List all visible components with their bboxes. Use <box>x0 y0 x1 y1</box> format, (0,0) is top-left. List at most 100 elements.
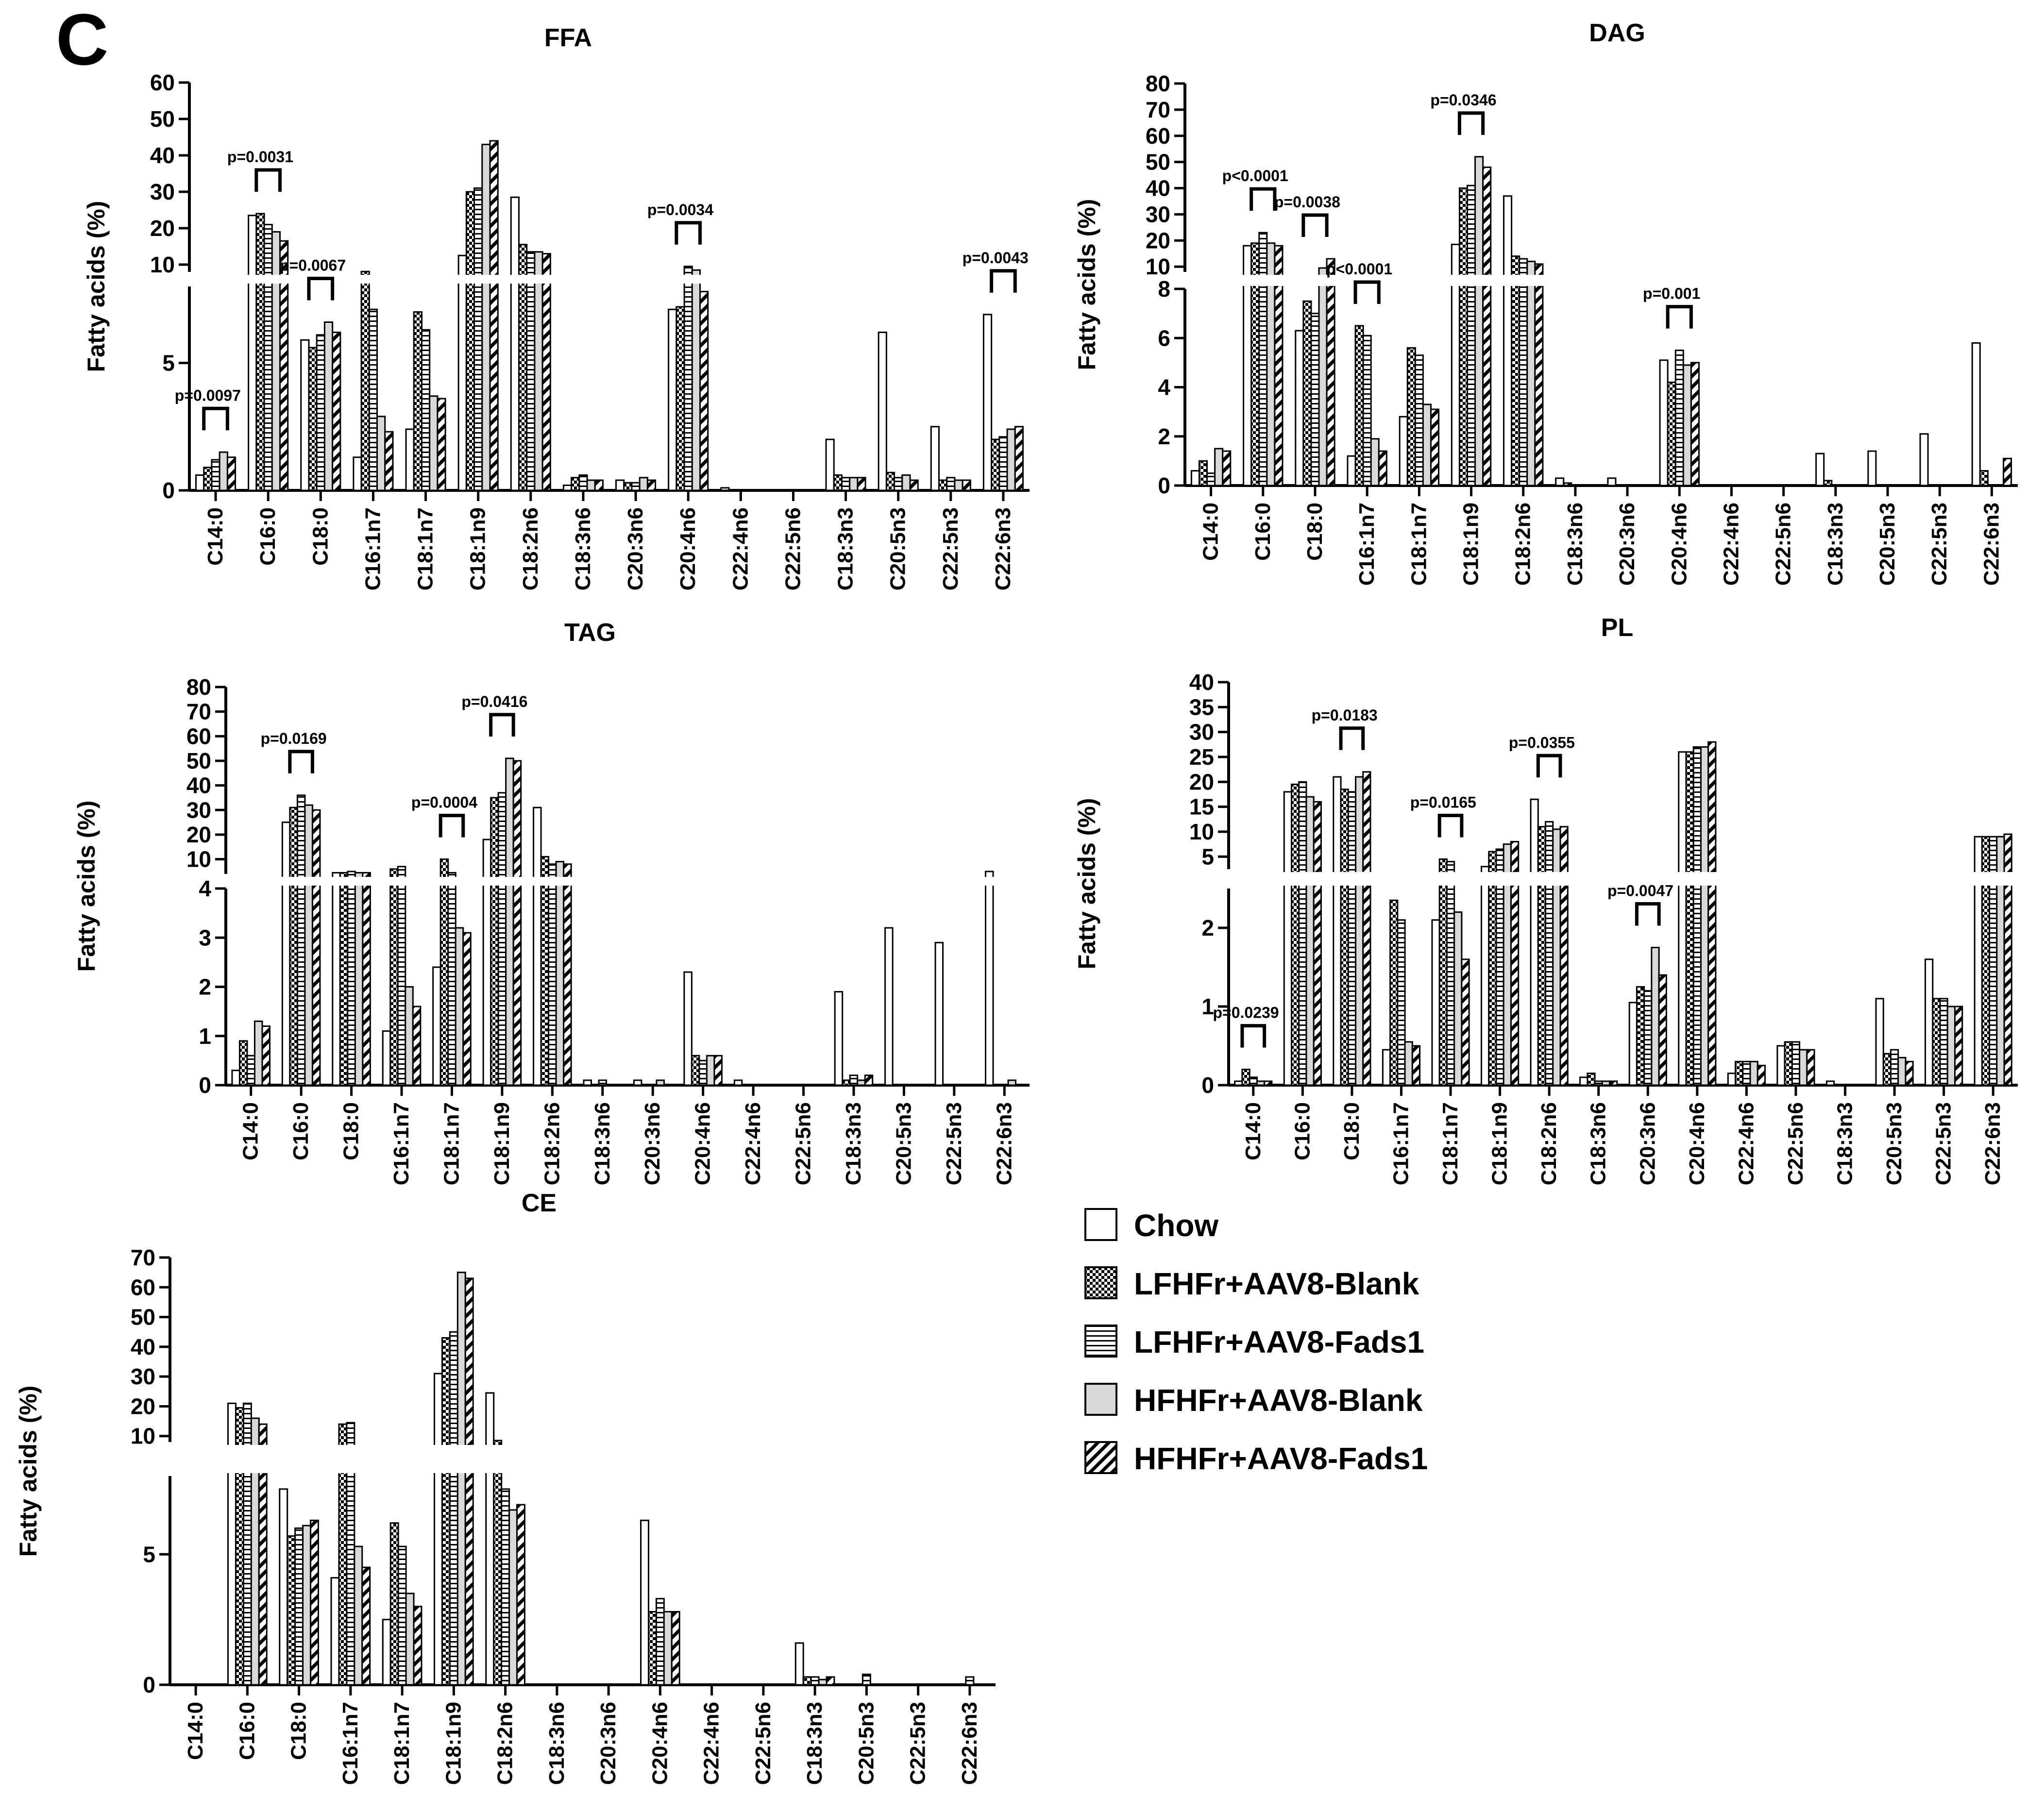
bar-c18-2n6-s2 <box>1545 821 1554 1086</box>
bar-c20-4n6-s1 <box>1685 751 1694 1086</box>
x-tick-label: C18:3n6 <box>545 1702 569 1785</box>
bar-c18-1n7-s4 <box>1430 408 1440 486</box>
bar-c18-0-s3 <box>323 321 334 491</box>
bar-c18-3n3-s3 <box>857 1079 866 1086</box>
bar-c22-6n3-s1 <box>1979 470 1989 486</box>
x-tick-label: C16:0 <box>289 1102 313 1160</box>
x-tick-label: C18:0 <box>339 1102 363 1160</box>
bar-c16-0-s1 <box>289 806 298 1086</box>
bar-c18-3n6-s3 <box>1601 1080 1611 1086</box>
bar-c18-2n6-s1 <box>1537 826 1547 1086</box>
x-tick-label: C20:4n6 <box>1667 503 1691 586</box>
axis-break-gap <box>1170 275 2032 286</box>
bar-c18-1n7-s1 <box>389 1522 399 1686</box>
y-tick-label: 60 <box>131 1275 155 1300</box>
x-tick-label: C20:4n6 <box>676 507 700 590</box>
bar-c20-4n6-s3 <box>691 269 701 491</box>
bar-c20-3n6-s3 <box>1651 947 1660 1086</box>
bar-c18-0-s0 <box>300 339 310 491</box>
bar-c18-3n3-s4 <box>864 1074 874 1086</box>
bar-c18-0-s1 <box>1340 788 1349 1086</box>
bar-c22-5n6-s1 <box>1784 1041 1793 1086</box>
significance-bracket <box>489 713 515 737</box>
bar-c16-1n7-s0 <box>382 1030 391 1086</box>
y-tick-label: 6 <box>1158 325 1170 351</box>
bar-c16-0-s2 <box>296 794 306 1086</box>
bar-c22-5n3-s0 <box>930 426 940 491</box>
x-tick-label: C14:0 <box>239 1102 263 1160</box>
bar-c16-1n7-s1 <box>389 868 399 1086</box>
bar-c16-1n7-s4 <box>1411 1045 1421 1086</box>
x-tick-label: C22:6n3 <box>1979 503 2003 586</box>
bar-c16-0-s0 <box>248 215 257 491</box>
bar-c16-0-s4 <box>279 240 289 491</box>
bar-c16-0-s2 <box>1258 232 1268 486</box>
x-tick-label: C16:0 <box>1251 503 1275 561</box>
bar-c18-0-s2 <box>294 1527 304 1686</box>
bar-c14-0-s1 <box>1198 460 1208 486</box>
chart-title: FFA <box>544 24 592 52</box>
x-tick-label: C18:1n7 <box>390 1702 414 1785</box>
bar-c20-4n6-s2 <box>1692 746 1702 1086</box>
bar-c20-4n6-s4 <box>1690 362 1700 486</box>
y-tick-label: 0 <box>1158 473 1170 498</box>
bar-c18-1n7-s2 <box>447 872 456 1086</box>
chart-title: DAG <box>1589 19 1645 47</box>
p-value-annotation: p=0.0047 <box>1607 882 1673 900</box>
legend-swatch-grey <box>1084 1383 1117 1416</box>
bar-c18-3n3-s4 <box>857 477 866 491</box>
bar-c18-3n6-s2 <box>598 1079 608 1086</box>
bar-c18-0-s1 <box>1302 300 1312 486</box>
bar-c16-0-s4 <box>1313 801 1322 1086</box>
bar-c18-1n7-s3 <box>455 927 464 1086</box>
y-tick-label: 35 <box>1189 694 1214 720</box>
axis-break-gap <box>175 275 1044 284</box>
bar-c22-5n6-s0 <box>1776 1045 1786 1086</box>
bar-c18-1n9-s4 <box>464 1277 474 1686</box>
bar-c20-3n6-s4 <box>1658 974 1667 1086</box>
legend-swatch-hstripe <box>1084 1325 1117 1358</box>
x-tick-label: C18:1n7 <box>1407 503 1431 586</box>
bar-c20-3n6-s0 <box>615 479 625 491</box>
bar-c18-3n3-s0 <box>1815 453 1825 486</box>
bar-c22-5n3-s2 <box>1939 998 1948 1086</box>
bar-c22-5n3-s3 <box>954 479 963 491</box>
bar-c18-3n6-s1 <box>571 477 580 491</box>
x-tick-label: C22:4n6 <box>728 507 752 590</box>
bar-c18-0-s2 <box>1347 791 1357 1086</box>
bar-c18-0-s2 <box>1310 313 1320 486</box>
bar-c18-1n9-s3 <box>456 1272 466 1686</box>
bar-c22-6n3-s1 <box>991 438 1000 491</box>
bar-c22-5n6-s3 <box>1799 1049 1808 1086</box>
x-tick-label: C18:3n6 <box>1587 1102 1610 1185</box>
bar-c20-4n6-s1 <box>676 306 685 491</box>
x-tick-label: C18:2n6 <box>540 1102 564 1185</box>
y-tick-label: 1 <box>199 1023 211 1049</box>
bar-c22-5n3-s3 <box>1946 1006 1956 1086</box>
p-value-annotation: p=0.0043 <box>963 249 1029 267</box>
bar-c18-2n6-s0 <box>1503 195 1513 486</box>
bar-c18-1n9-s4 <box>1510 841 1520 1086</box>
p-value-annotation: p=0.0004 <box>411 794 477 811</box>
x-tick-label: C18:3n3 <box>1824 503 1847 586</box>
x-tick-label: C22:6n3 <box>1981 1102 2005 1185</box>
bar-c18-3n3-s3 <box>849 477 859 491</box>
bar-c16-1n7-s4 <box>384 431 394 491</box>
bar-c16-0-s0 <box>1283 791 1292 1086</box>
bar-c14-0-s1 <box>203 467 213 491</box>
bar-c14-0-s1 <box>238 1040 248 1086</box>
bar-c18-3n3-s2 <box>841 477 851 491</box>
y-tick-label: 10 <box>1189 819 1214 844</box>
bar-c20-5n3-s2 <box>1890 1049 1899 1086</box>
bar-c18-1n9-s2 <box>449 1331 458 1686</box>
bar-c14-0-s0 <box>1234 1080 1243 1086</box>
bar-c16-1n7-s2 <box>1397 919 1406 1086</box>
bar-c18-1n9-s1 <box>1458 187 1468 486</box>
legend-swatch-diag <box>1084 1441 1117 1474</box>
bar-c18-0-s2 <box>347 871 356 1086</box>
bar-c22-4n6-s0 <box>733 1079 743 1086</box>
bar-c20-5n3-s4 <box>1905 1060 1914 1086</box>
x-tick-label: C20:5n3 <box>886 507 910 590</box>
x-tick-label: C18:2n6 <box>519 507 542 590</box>
x-tick-label: C18:3n3 <box>803 1702 827 1785</box>
